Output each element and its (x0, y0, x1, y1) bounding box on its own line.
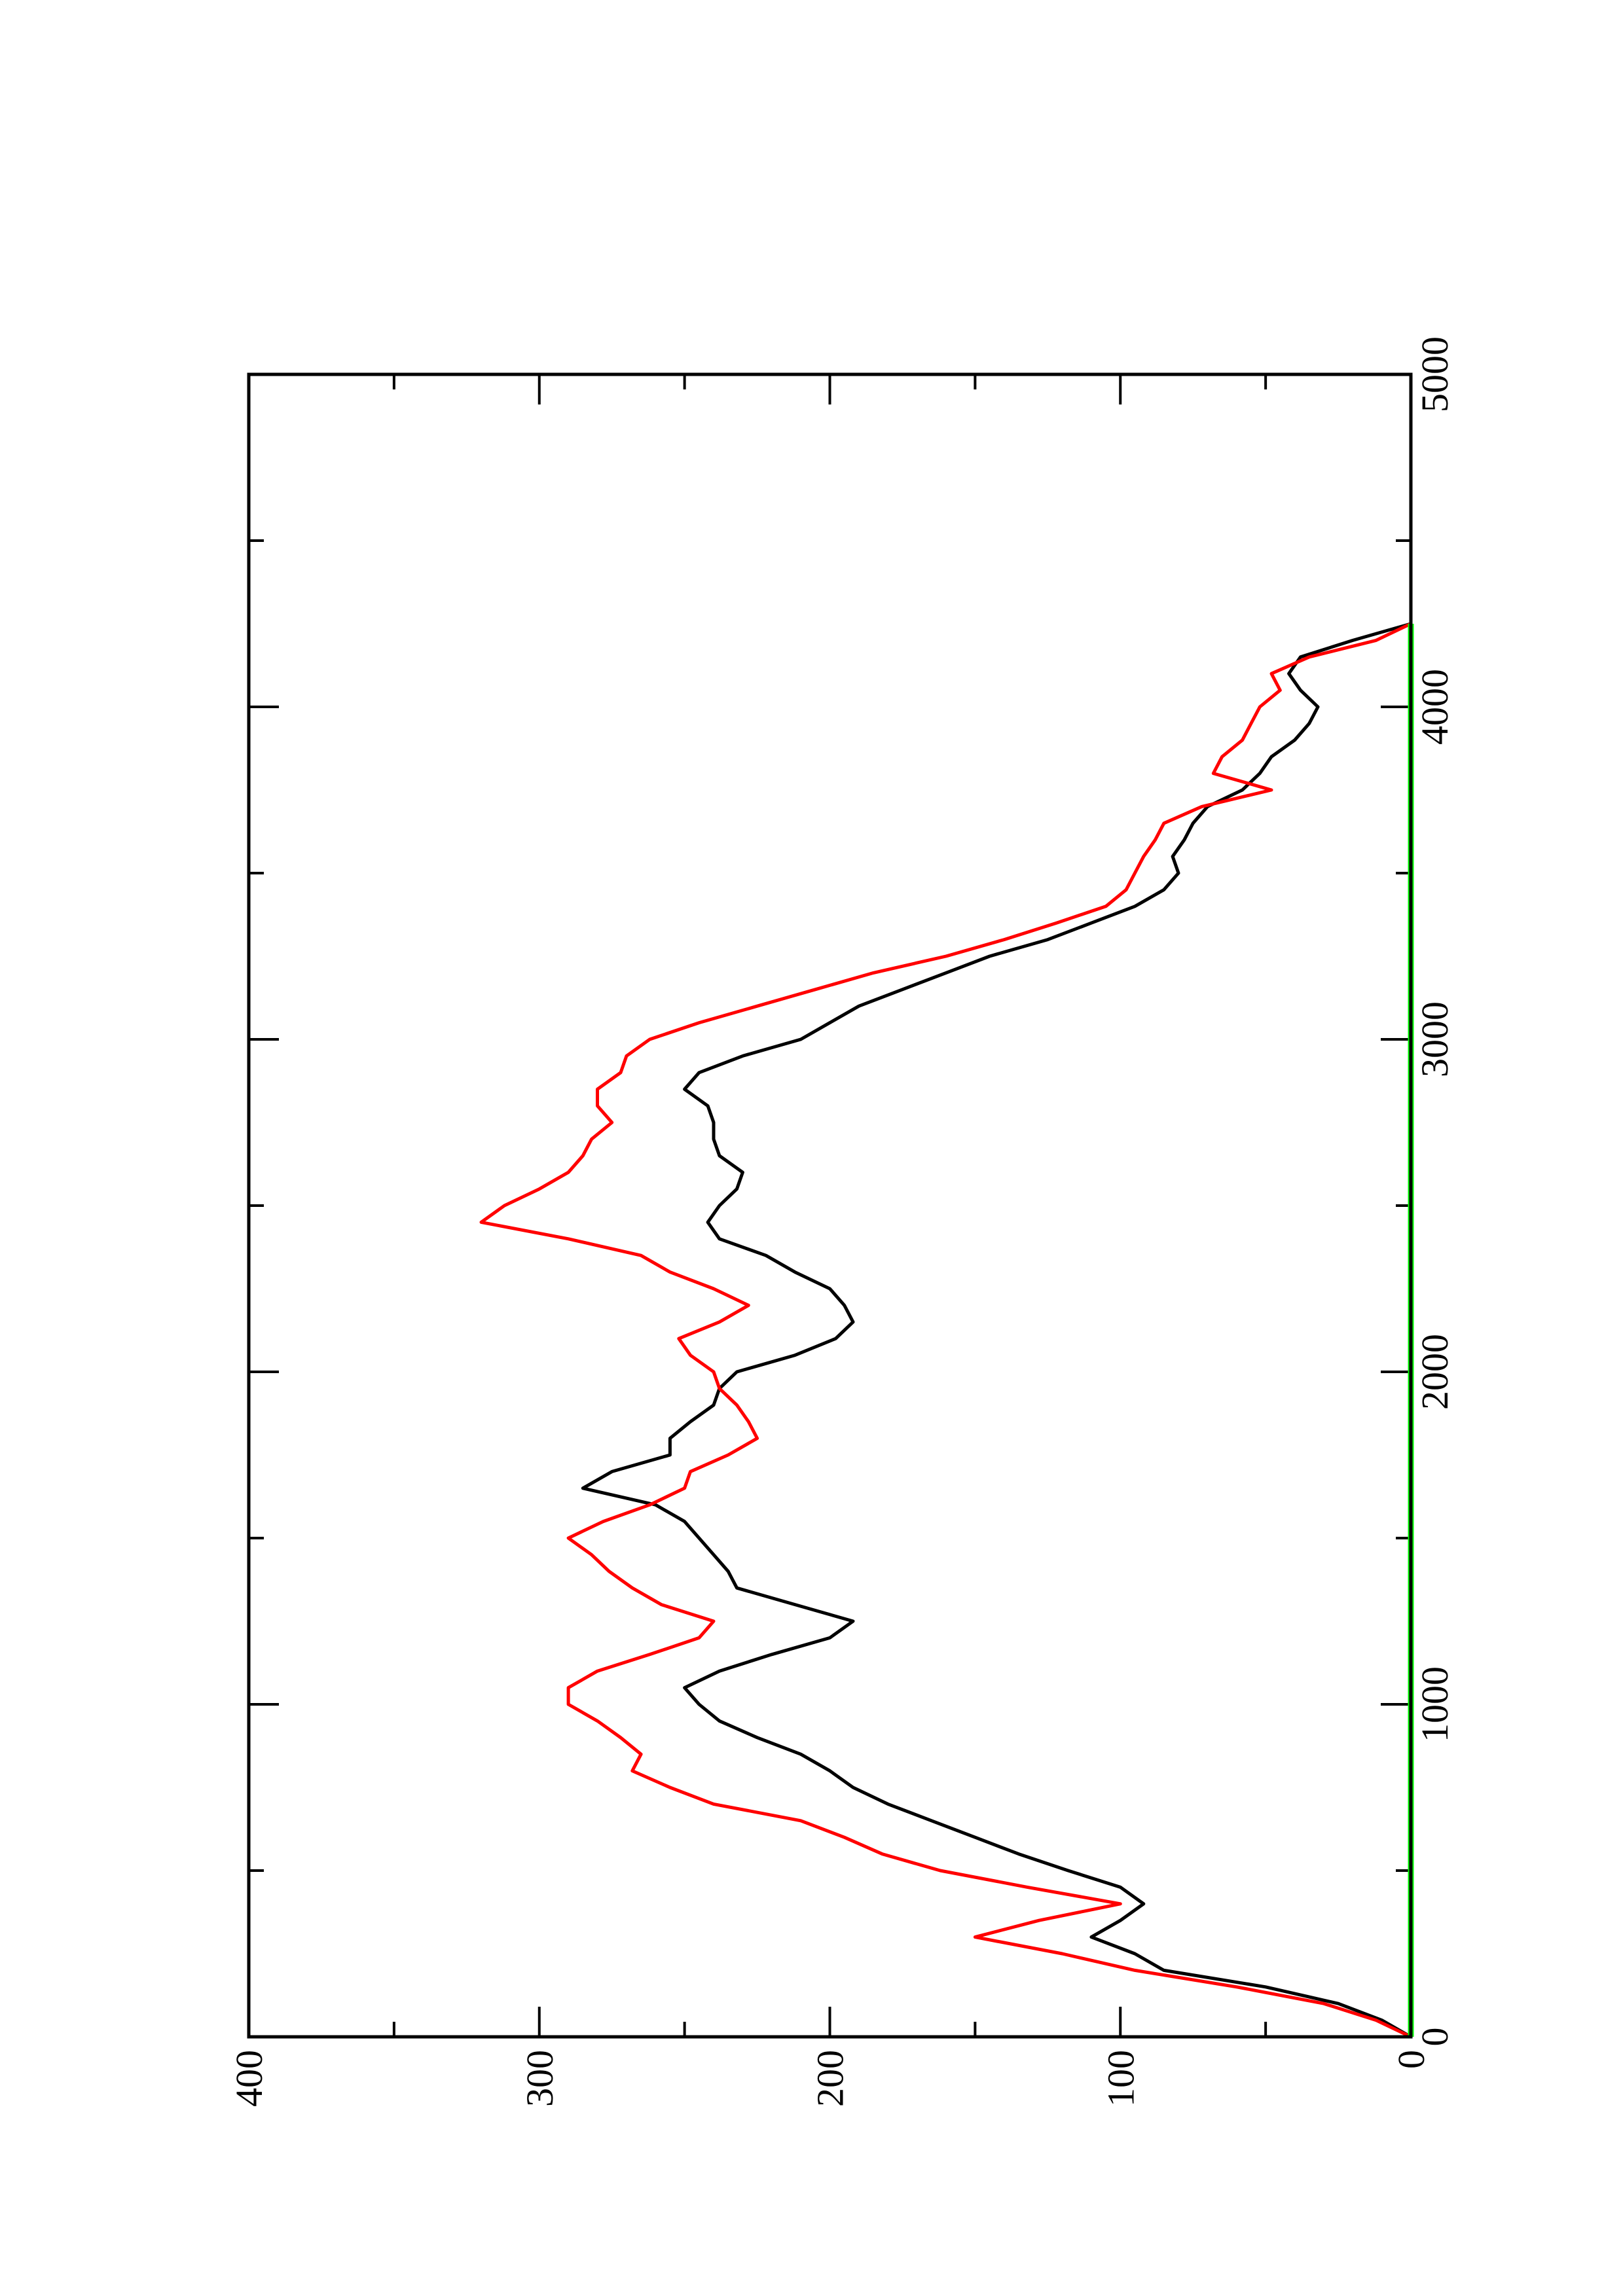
x-tick-label: 2000 (1413, 1334, 1456, 1410)
y-tick-label: 100 (1099, 2050, 1142, 2107)
x-tick-label: 5000 (1413, 336, 1456, 412)
tick-labels: 0 1000 2000 3000 4000 5000 0 100 200 300 400 (228, 336, 1456, 2107)
axis-ticks (247, 373, 1412, 2038)
plot-frame (247, 372, 1413, 2039)
y-tick-label: 400 (228, 2050, 270, 2107)
y-tick-label: 200 (809, 2050, 852, 2107)
x-tick-label: 3000 (1413, 1001, 1456, 1077)
series-line-2 (479, 622, 1412, 2039)
series-lines (479, 622, 1414, 2039)
y-tick-label: 300 (519, 2050, 561, 2107)
x-tick-label: 4000 (1413, 669, 1456, 745)
series-line-1 (581, 622, 1412, 2039)
x-tick-label: 1000 (1413, 1666, 1456, 1742)
y-tick-label: 0 (1390, 2050, 1432, 2069)
x-tick-label: 0 (1413, 2028, 1456, 2047)
